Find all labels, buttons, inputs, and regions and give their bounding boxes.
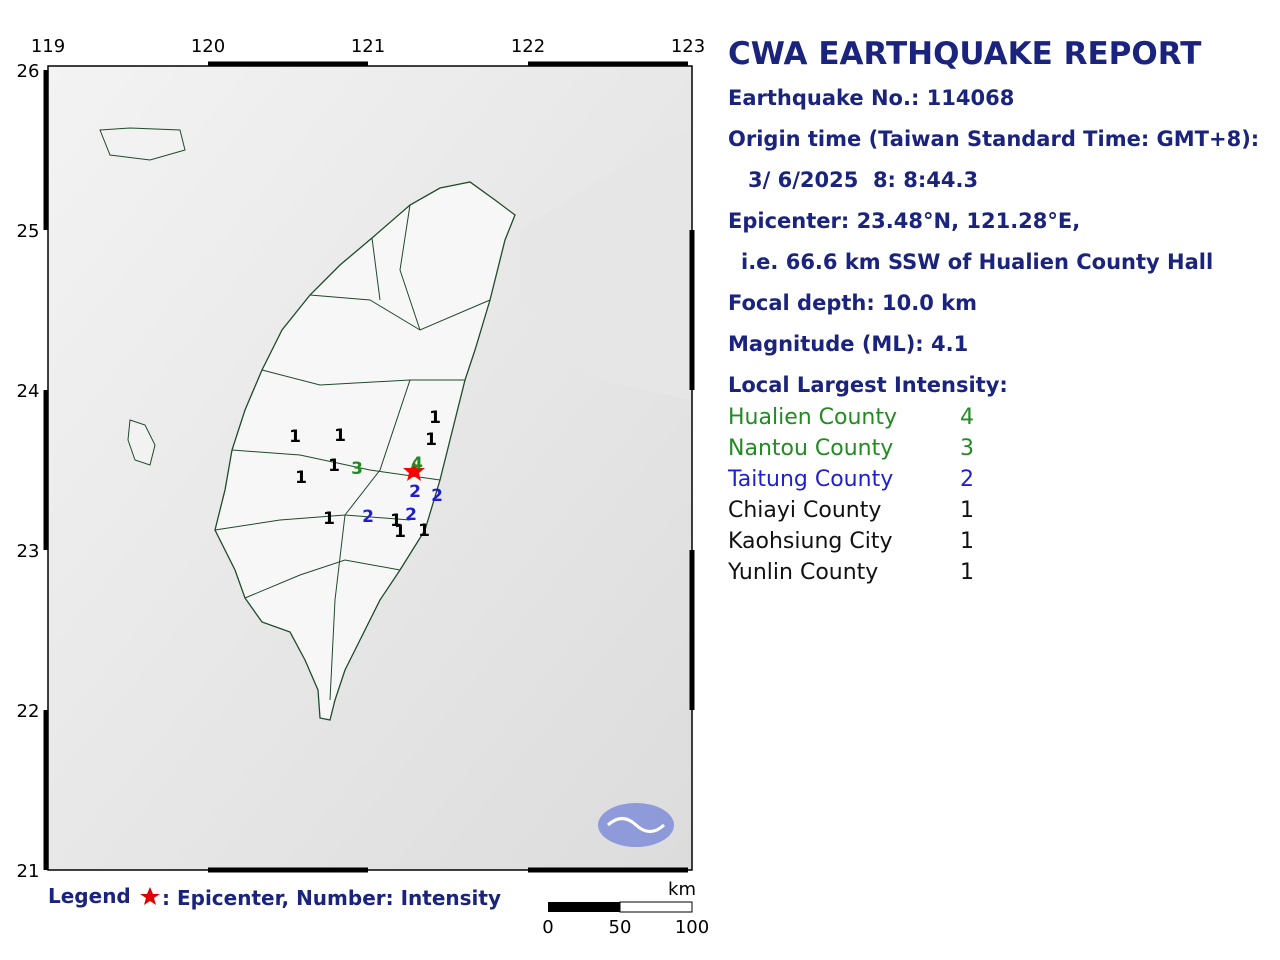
epicenter-ref: i.e. 66.6 km SSW of Hualien County Hall	[741, 250, 1214, 274]
lat-tick-label: 22	[17, 701, 40, 722]
lat-ticks: 26 25 24 23 22 21	[17, 61, 40, 882]
lon-tick-label: 119	[31, 36, 65, 57]
intensity-label: 1	[328, 456, 340, 476]
intensity-marks: 111 11 3 412 21 2 211 1	[289, 408, 443, 542]
intensity-label: 1	[323, 509, 335, 529]
intensity-region: Kaohsiung City	[728, 529, 893, 554]
intensity-label: 1	[418, 521, 430, 541]
intensity-row: Kaohsiung City 1	[728, 526, 974, 557]
scale-tick: 50	[609, 917, 632, 938]
intensity-label: 4	[411, 454, 423, 474]
intensity-value: 1	[960, 560, 974, 585]
lon-tick-label: 121	[351, 36, 385, 57]
intensity-title: Local Largest Intensity:	[728, 373, 1008, 397]
intensity-value: 4	[960, 405, 974, 430]
intensity-label: 1	[390, 511, 402, 531]
lat-tick-label: 21	[17, 861, 40, 882]
china-coast	[99, 127, 186, 161]
intensity-label: 2	[409, 482, 421, 502]
epicenter: Epicenter: 23.48°N, 121.28°E,	[728, 209, 1081, 233]
lon-ticks: 119 120 121 122 123	[31, 36, 705, 57]
penghu	[127, 419, 156, 466]
report: CWA EARTHQUAKE REPORT Earthquake No.: 11…	[728, 36, 1268, 406]
intensity-region: Hualien County	[728, 405, 898, 430]
intensity-label: 1	[425, 430, 437, 450]
intensity-value: 2	[960, 467, 974, 492]
lon-tick-label: 123	[671, 36, 705, 57]
lon-tick-label: 120	[191, 36, 225, 57]
legend-star	[140, 887, 160, 905]
scale-unit: km	[668, 879, 696, 900]
scale-white	[619, 901, 693, 913]
intensity-label: 1	[289, 427, 301, 447]
earthquake-no: Earthquake No.: 114068	[728, 86, 1015, 110]
lat-tick-label: 24	[17, 381, 40, 402]
intensity-label: 2	[362, 507, 374, 527]
lat-tick-label: 23	[17, 541, 40, 562]
intensity-region: Chiayi County	[728, 498, 882, 523]
county-borders	[214, 204, 491, 701]
legend-title: Legend	[48, 884, 131, 908]
epicenter-star	[403, 460, 425, 481]
intensity-label: 1	[429, 408, 441, 428]
taiwan-outline	[214, 181, 516, 721]
intensity-label: 1	[394, 522, 406, 542]
intensity-value: 3	[960, 436, 974, 461]
intensity-row: Chiayi County 1	[728, 495, 974, 526]
intensity-value: 1	[960, 529, 974, 554]
report-title: CWA EARTHQUAKE REPORT	[728, 36, 1202, 72]
intensity-table: Hualien County 4 Nantou County 3 Taitung Cou…	[728, 402, 974, 588]
legend-text: : Epicenter, Number: Intensity	[162, 886, 501, 910]
terrain	[520, 130, 690, 400]
scale-tick: 0	[542, 917, 553, 938]
scale-tick: 100	[675, 917, 709, 938]
intensity-row: Nantou County 3	[728, 433, 974, 464]
intensity-label: 1	[334, 426, 346, 446]
intensity-label: 2	[431, 486, 443, 506]
lat-tick-label: 26	[17, 61, 40, 82]
intensity-row: Taitung County 2	[728, 464, 974, 495]
intensity-row: Hualien County 4	[728, 402, 974, 433]
lat-tick-label: 25	[17, 221, 40, 242]
intensity-value: 1	[960, 498, 974, 523]
intensity-region: Nantou County	[728, 436, 894, 461]
cwa-logo-wave	[606, 817, 666, 833]
intensity-row: Yunlin County 1	[728, 557, 974, 588]
frame-ticks	[43, 61, 695, 873]
magnitude: Magnitude (ML): 4.1	[728, 332, 969, 356]
scale-black	[548, 902, 620, 912]
origin-label: Origin time (Taiwan Standard Time: GMT+8…	[728, 127, 1260, 151]
intensity-label: 1	[295, 468, 307, 488]
depth: Focal depth: 10.0 km	[728, 291, 978, 315]
lon-tick-label: 122	[511, 36, 545, 57]
origin-time: 3/ 6/2025 8: 8:44.3	[748, 168, 979, 192]
intensity-label: 2	[405, 505, 417, 525]
intensity-label: 3	[351, 459, 363, 479]
intensity-region: Yunlin County	[728, 560, 879, 585]
intensity-region: Taitung County	[728, 467, 894, 492]
